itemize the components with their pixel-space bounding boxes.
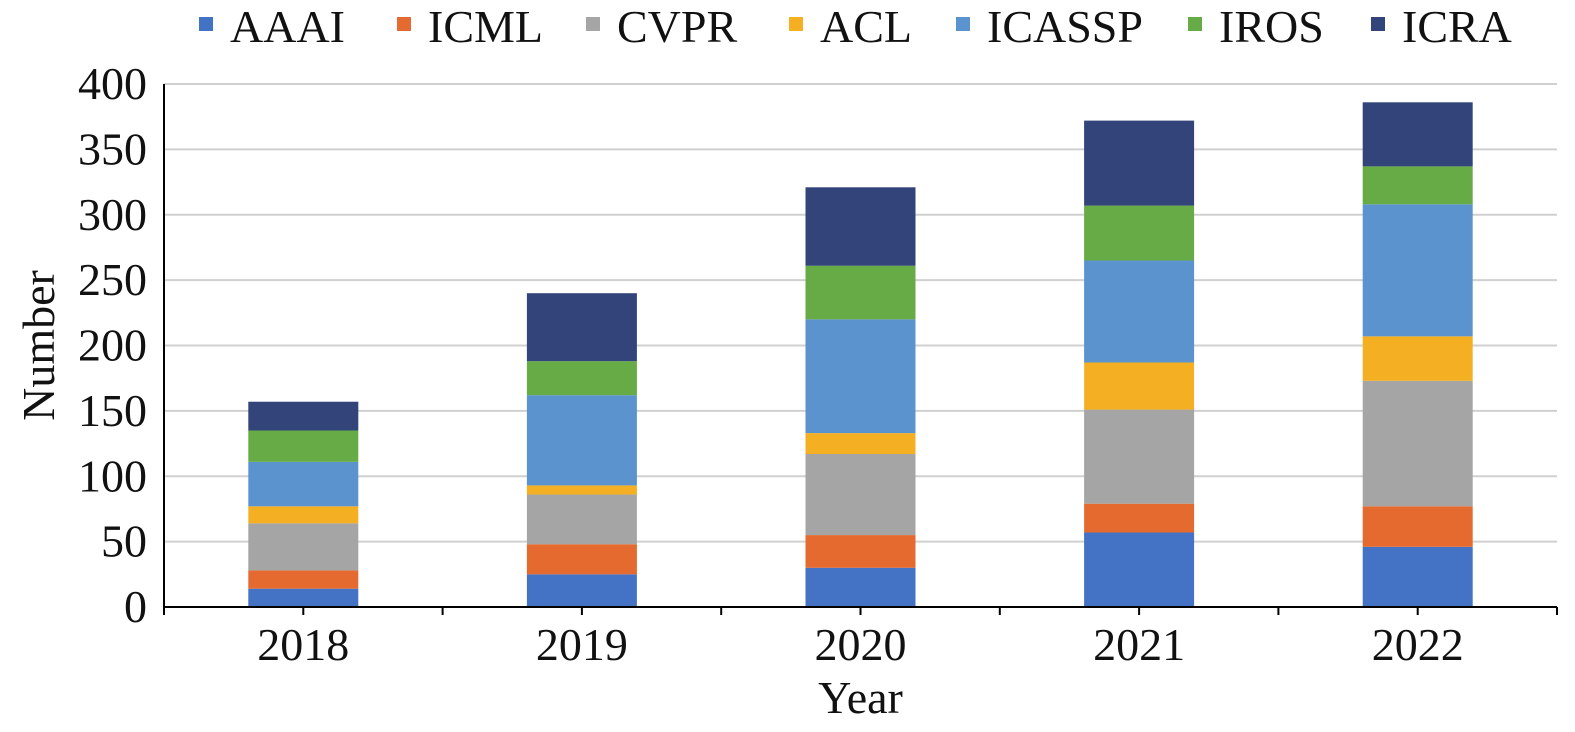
bar-segment-acl	[1362, 336, 1473, 381]
y-tick-label: 200	[78, 320, 147, 371]
legend-label-iros: IROS	[1219, 1, 1324, 52]
legend-swatch-icassp	[956, 17, 970, 31]
bar-segment-iros	[805, 265, 916, 320]
bar-segment-aaai	[805, 567, 916, 607]
x-axis-label: Year	[818, 672, 903, 723]
x-tick-label: 2019	[536, 619, 628, 670]
bar-segment-icml	[526, 544, 637, 575]
legend-swatch-cvpr	[586, 17, 600, 31]
bar-segment-icassp	[248, 461, 359, 507]
bar-segment-icra	[1084, 120, 1195, 206]
legend: AAAI ICML CVPR ACL ICASSP IROS ICRA	[199, 1, 1512, 52]
bar-segment-aaai	[1362, 546, 1473, 607]
bar-segment-iros	[1362, 166, 1473, 205]
x-tick-label: 2022	[1372, 619, 1464, 670]
legend-swatch-icml	[397, 17, 411, 31]
legend-label-icra: ICRA	[1402, 1, 1512, 52]
bar-segment-iros	[1084, 205, 1195, 261]
x-axis-ticks: 2018 2019 2020 2021 2022	[163, 607, 1558, 670]
bar-segment-cvpr	[1362, 380, 1473, 507]
bar-segment-cvpr	[526, 494, 637, 545]
legend-label-cvpr: CVPR	[617, 1, 737, 52]
bar-segment-icml	[1084, 503, 1195, 533]
bar-segment-acl	[248, 506, 359, 524]
bar-segment-icml	[248, 570, 359, 589]
y-tick-label: 100	[78, 450, 147, 501]
legend-label-icml: ICML	[428, 1, 543, 52]
legend-swatch-aaai	[199, 17, 213, 31]
x-tick-label: 2018	[257, 619, 349, 670]
y-tick-label: 250	[78, 254, 147, 305]
legend-swatch-iros	[1188, 17, 1202, 31]
bar-segment-iros	[248, 430, 359, 462]
legend-label-aaai: AAAI	[230, 1, 345, 52]
bars	[248, 102, 1473, 607]
bar-segment-aaai	[248, 588, 359, 607]
bar-segment-aaai	[526, 574, 637, 607]
x-tick-label: 2020	[815, 619, 907, 670]
bar-segment-cvpr	[805, 454, 916, 536]
y-tick-label: 150	[78, 385, 147, 436]
y-axis-ticks: 0 50 100 150 200 250 300 350 400	[78, 58, 147, 632]
y-tick-label: 350	[78, 123, 147, 174]
bar-segment-cvpr	[248, 523, 359, 571]
bar-segment-acl	[1084, 362, 1195, 410]
bar-segment-cvpr	[1084, 409, 1195, 504]
bar-segment-icra	[805, 187, 916, 266]
bar-segment-icassp	[1084, 260, 1195, 363]
y-tick-label: 300	[78, 189, 147, 240]
y-tick-label: 0	[124, 581, 147, 632]
y-tick-label: 400	[78, 58, 147, 109]
bar-segment-icra	[526, 293, 637, 362]
bar-segment-icassp	[1362, 204, 1473, 337]
bar-segment-icassp	[805, 319, 916, 434]
bar-segment-acl	[805, 433, 916, 455]
bar-segment-iros	[526, 361, 637, 396]
legend-label-acl: ACL	[820, 1, 912, 52]
y-axis-label: Number	[13, 270, 64, 421]
bar-segment-icassp	[526, 395, 637, 486]
legend-swatch-acl	[789, 17, 803, 31]
legend-label-icassp: ICASSP	[987, 1, 1143, 52]
y-tick-label: 50	[101, 516, 147, 567]
bar-segment-icra	[248, 401, 359, 431]
bar-segment-icra	[1362, 102, 1473, 167]
bar-segment-icml	[805, 535, 916, 568]
bar-segment-acl	[526, 485, 637, 495]
x-tick-label: 2021	[1093, 619, 1185, 670]
legend-swatch-icra	[1371, 17, 1385, 31]
bar-segment-aaai	[1084, 532, 1195, 607]
bar-segment-icml	[1362, 506, 1473, 547]
